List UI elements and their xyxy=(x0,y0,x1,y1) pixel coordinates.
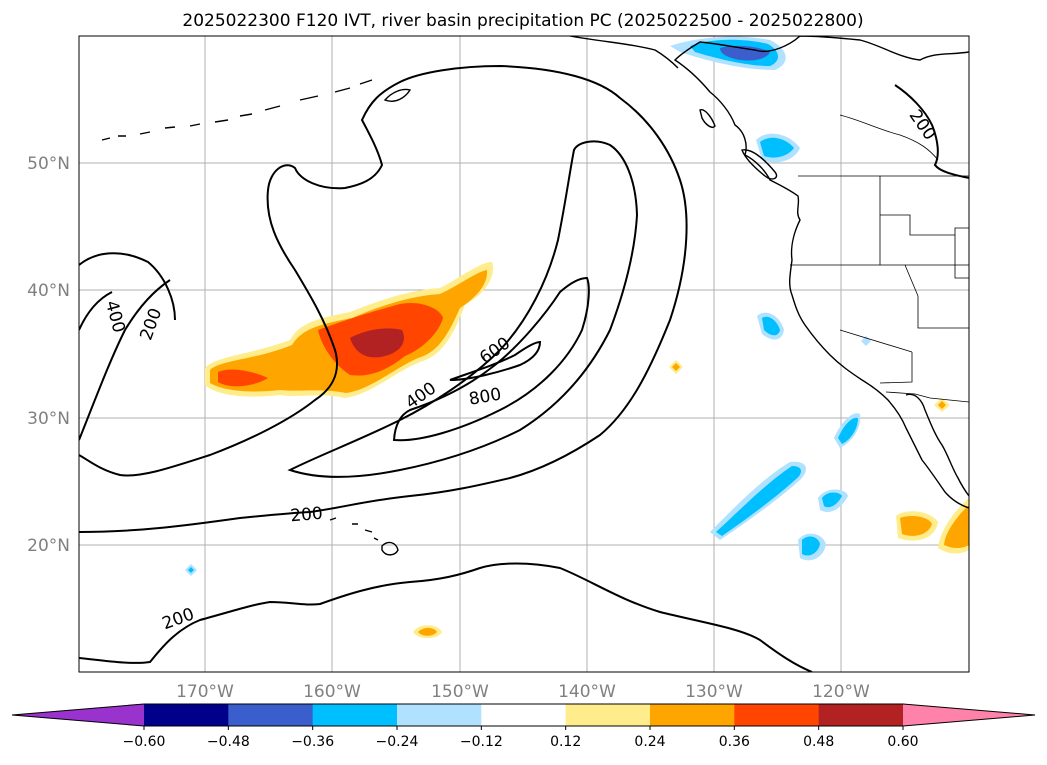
lat-label: 20°N xyxy=(27,536,70,556)
map-background xyxy=(79,36,969,672)
precip-positive-spot xyxy=(944,505,969,549)
colorbar: −0.60 −0.48 −0.36 −0.24 −0.12 0.12 0.24 0.36 0.4… xyxy=(11,703,1036,750)
colorbar-swatch xyxy=(397,704,482,726)
colorbar-swatch xyxy=(818,704,904,726)
precip-positive-spot xyxy=(900,516,932,536)
ivt-contour-200 xyxy=(79,562,813,672)
precip-negative-spot xyxy=(716,466,802,536)
longitude-labels: 170°W 160°W 150°W 140°W 130°W 120°W xyxy=(176,682,870,702)
lat-label: 30°N xyxy=(27,409,70,429)
colorbar-tick-label: −0.36 xyxy=(291,734,334,750)
lon-label: 170°W xyxy=(176,682,234,702)
precip-negative-spot xyxy=(760,137,794,158)
colorbar-swatch xyxy=(312,704,398,726)
colorbar-tick-label: −0.24 xyxy=(376,734,419,750)
aleutians xyxy=(101,79,373,141)
colorbar-tick-label: 0.36 xyxy=(719,734,750,750)
precip-positive-spot xyxy=(418,627,437,636)
colorbar-tick-label: −0.60 xyxy=(123,734,166,750)
ivt-contours xyxy=(79,64,969,672)
vancouver-island xyxy=(741,149,778,180)
precip-positive-plume xyxy=(350,328,405,358)
precip-negative-spot xyxy=(720,45,770,61)
ivt-contour-600 xyxy=(392,276,590,442)
colorbar-tick-label: 0.60 xyxy=(887,734,918,750)
colorbar-swatch xyxy=(481,704,567,726)
ivt-contour-200 xyxy=(79,64,688,533)
lon-label: 130°W xyxy=(685,682,743,702)
precip-positive-spot xyxy=(938,401,946,409)
colorbar-tick-label: 0.24 xyxy=(634,734,665,750)
colorbar-swatch xyxy=(228,704,314,726)
colorbar-tick-label: −0.12 xyxy=(460,734,503,750)
lon-label: 120°W xyxy=(812,682,870,702)
baja-coast xyxy=(905,393,969,497)
mx-border xyxy=(885,391,969,403)
latitude-labels: 50°N 40°N 30°N 20°N xyxy=(27,154,70,556)
colorbar-swatch xyxy=(650,704,735,726)
precip-positive-spot xyxy=(672,363,680,371)
alaska-coast xyxy=(569,36,679,69)
lat-label: 40°N xyxy=(27,281,70,301)
lat-label: 50°N xyxy=(27,154,70,174)
state-border xyxy=(880,214,969,279)
hawaii-island xyxy=(381,541,399,556)
ivt-contour-400 xyxy=(79,291,113,331)
colorbar-extend-high xyxy=(903,704,1035,726)
colorbar-tick-label: 0.12 xyxy=(550,734,581,750)
precip-shading xyxy=(185,36,969,638)
precip-negative-spot xyxy=(188,567,194,573)
lon-label: 150°W xyxy=(431,682,489,702)
coastlines xyxy=(101,36,969,556)
ivt-label: 200 xyxy=(290,504,324,527)
ivt-contour-400 xyxy=(79,279,171,441)
precip-negative-spot xyxy=(822,492,842,508)
lon-label: 160°W xyxy=(303,682,361,702)
ivt-contour-200 xyxy=(79,252,176,321)
ivt-contour-800 xyxy=(449,340,542,381)
lon-label: 140°W xyxy=(558,682,616,702)
precip-positive-plume xyxy=(218,302,443,387)
colorbar-swatch xyxy=(565,704,651,726)
borders xyxy=(790,114,969,403)
west-coast xyxy=(673,36,969,509)
precip-negative-spot xyxy=(762,316,780,336)
precip-negative-spot xyxy=(838,417,858,444)
haida-gwaii xyxy=(699,109,716,128)
colorbar-swatch xyxy=(734,704,820,726)
kodiak xyxy=(383,88,412,102)
colorbar-extend-low xyxy=(12,704,144,726)
hawaii-islands xyxy=(329,517,379,541)
colorbar-tick-label: −0.48 xyxy=(207,734,250,750)
map-title: 2025022300 F120 IVT, river basin precipi… xyxy=(182,11,863,31)
map-panel: 400 200 600 400 800 200 200 200 xyxy=(79,36,969,672)
map-frame xyxy=(78,35,970,673)
ivt-contour-200 xyxy=(894,84,969,179)
state-border xyxy=(790,176,969,384)
colorbar-tick-label: 0.48 xyxy=(803,734,834,750)
ivt-contour-400 xyxy=(287,140,639,478)
precip-negative-spot xyxy=(802,536,820,556)
canada-provinces xyxy=(839,114,939,161)
colorbar-swatch xyxy=(144,704,229,726)
